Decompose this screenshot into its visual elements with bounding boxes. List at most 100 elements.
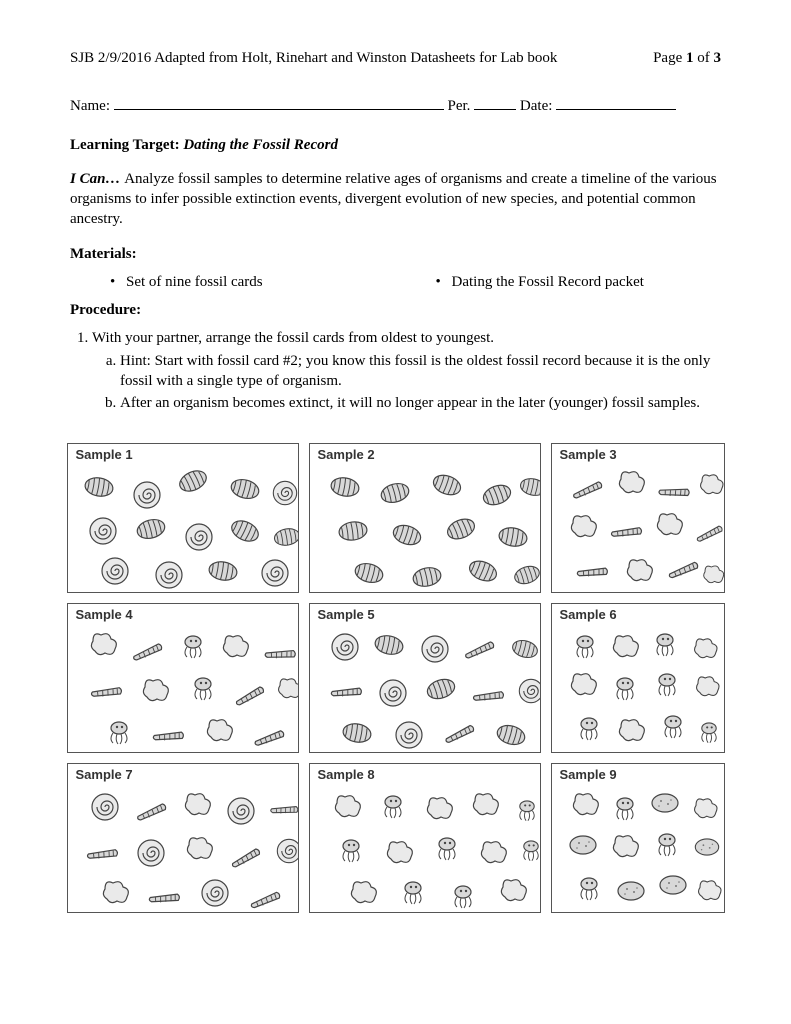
fossil-spiral-icon bbox=[130, 480, 164, 510]
fossil-jelly-icon bbox=[176, 630, 210, 660]
fossil-cone-icon bbox=[691, 515, 725, 548]
name-label: Name: bbox=[70, 98, 114, 114]
fossil-blob-icon bbox=[566, 670, 600, 700]
fossil-jelly-icon bbox=[572, 712, 606, 742]
fossil-cone-icon bbox=[567, 470, 606, 505]
fossil-blob-icon bbox=[568, 790, 602, 820]
fossil-blob-icon bbox=[468, 790, 502, 820]
period-blank[interactable] bbox=[474, 109, 516, 110]
procedure-step-1a: Hint: Start with fossil card #2; you kno… bbox=[120, 351, 721, 392]
fossil-pebble-icon bbox=[648, 788, 682, 818]
fossil-jelly-icon bbox=[396, 876, 430, 906]
fossil-spiral-icon bbox=[328, 632, 362, 662]
fossil-blob-icon bbox=[182, 834, 216, 864]
fossil-spiral-icon bbox=[224, 796, 258, 826]
fossil-blob-icon bbox=[218, 632, 252, 662]
fossil-segmented-icon bbox=[130, 510, 171, 548]
worksheet-page: SJB 2/9/2016 Adapted from Holt, Rinehart… bbox=[0, 0, 791, 1024]
fossil-jelly-icon bbox=[572, 872, 606, 902]
fossil-segmented-icon bbox=[348, 554, 389, 592]
fossil-segmented-icon bbox=[325, 470, 364, 505]
date-blank[interactable] bbox=[556, 109, 676, 110]
fossil-spiral-icon bbox=[98, 556, 132, 586]
fossil-pebble-icon bbox=[566, 830, 600, 860]
student-info-row: Name: Per. Date: bbox=[70, 96, 721, 116]
fossil-blob-icon bbox=[689, 636, 720, 663]
fossil-jelly-icon bbox=[515, 836, 540, 863]
fossil-jelly-icon bbox=[568, 630, 602, 660]
fossil-cone-icon bbox=[88, 672, 126, 706]
fossil-spiral-icon bbox=[418, 634, 452, 664]
fossil-jelly-icon bbox=[334, 834, 368, 864]
learning-target-title: Dating the Fossil Record bbox=[183, 137, 338, 153]
fossil-cone-icon bbox=[224, 836, 265, 874]
page-number: Page 1 of 3 bbox=[653, 48, 721, 68]
sample-label: Sample 7 bbox=[74, 766, 135, 784]
fossil-blob-icon bbox=[180, 790, 214, 820]
fossil-segmented-icon bbox=[203, 554, 242, 589]
fossil-jelly-icon bbox=[102, 716, 136, 746]
fossil-jelly-icon bbox=[656, 710, 690, 740]
fossil-blob-icon bbox=[691, 674, 722, 701]
fossil-spiral-icon bbox=[273, 838, 298, 865]
date-label: Date: bbox=[520, 98, 556, 114]
sample-label: Sample 4 bbox=[74, 606, 135, 624]
fossil-cone-icon bbox=[84, 834, 122, 868]
sample-label: Sample 3 bbox=[558, 446, 619, 464]
fossil-cone-icon bbox=[127, 632, 166, 667]
fossil-spiral-icon bbox=[86, 516, 120, 546]
fossil-segmented-icon bbox=[407, 559, 446, 593]
fossil-blob-icon bbox=[614, 716, 648, 746]
fossil-spiral-icon bbox=[198, 878, 232, 908]
sample-card: Sample 9 bbox=[551, 763, 725, 913]
sample-card: Sample 4 bbox=[67, 603, 299, 753]
fossil-blob-icon bbox=[652, 510, 686, 540]
fossil-blob-icon bbox=[476, 838, 510, 868]
fossil-pebble-icon bbox=[691, 834, 722, 861]
bullet-icon: • bbox=[436, 272, 452, 292]
material-item-1: • Set of nine fossil cards bbox=[70, 272, 396, 292]
learning-target: Learning Target: Dating the Fossil Recor… bbox=[70, 135, 721, 155]
fossil-pebble-icon bbox=[656, 870, 690, 900]
fossil-cone-icon bbox=[149, 716, 188, 751]
sample-card: Sample 5 bbox=[309, 603, 541, 753]
fossil-blob-icon bbox=[693, 878, 724, 905]
fossil-cone-icon bbox=[439, 713, 478, 749]
fossil-blob-icon bbox=[202, 716, 236, 746]
sample-card: Sample 1 bbox=[67, 443, 299, 593]
fossil-blob-icon bbox=[382, 838, 416, 868]
sample-label: Sample 9 bbox=[558, 766, 619, 784]
fossil-blob-icon bbox=[86, 630, 120, 660]
sample-card: Sample 3 bbox=[551, 443, 725, 593]
fossil-spiral-icon bbox=[269, 480, 298, 507]
sample-card: Sample 7 bbox=[67, 763, 299, 913]
fossil-segmented-icon bbox=[439, 509, 482, 550]
fossil-jelly-icon bbox=[648, 628, 682, 658]
fossil-blob-icon bbox=[699, 563, 725, 587]
fossil-jelly-icon bbox=[430, 832, 464, 862]
fossil-segmented-icon bbox=[223, 510, 266, 552]
fossil-jelly-icon bbox=[446, 880, 480, 910]
fossil-blob-icon bbox=[689, 796, 720, 823]
sample-card: Sample 6 bbox=[551, 603, 725, 753]
i-can-statement: I Can… Analyze fossil samples to determi… bbox=[70, 169, 721, 230]
fossil-cone-icon bbox=[228, 674, 269, 712]
fossil-blob-icon bbox=[98, 878, 132, 908]
fossil-blob-icon bbox=[138, 676, 172, 706]
learning-target-label: Learning Target: bbox=[70, 137, 183, 153]
fossil-segmented-icon bbox=[171, 460, 214, 502]
procedure-list: With your partner, arrange the fossil ca… bbox=[92, 328, 721, 413]
procedure-step-1b: After an organism becomes extinct, it wi… bbox=[120, 393, 721, 413]
period-label: Per. bbox=[447, 98, 474, 114]
sample-label: Sample 2 bbox=[316, 446, 377, 464]
header-source: SJB 2/9/2016 Adapted from Holt, Rinehart… bbox=[70, 48, 557, 68]
fossil-spiral-icon bbox=[134, 838, 168, 868]
fossil-jelly-icon bbox=[608, 672, 642, 702]
fossil-spiral-icon bbox=[152, 560, 186, 590]
fossil-blob-icon bbox=[566, 512, 600, 542]
sample-label: Sample 8 bbox=[316, 766, 377, 784]
fossil-segmented-icon bbox=[334, 514, 372, 548]
name-blank[interactable] bbox=[114, 109, 444, 110]
fossil-segmented-icon bbox=[493, 520, 532, 555]
fossil-segmented-icon bbox=[515, 471, 541, 504]
